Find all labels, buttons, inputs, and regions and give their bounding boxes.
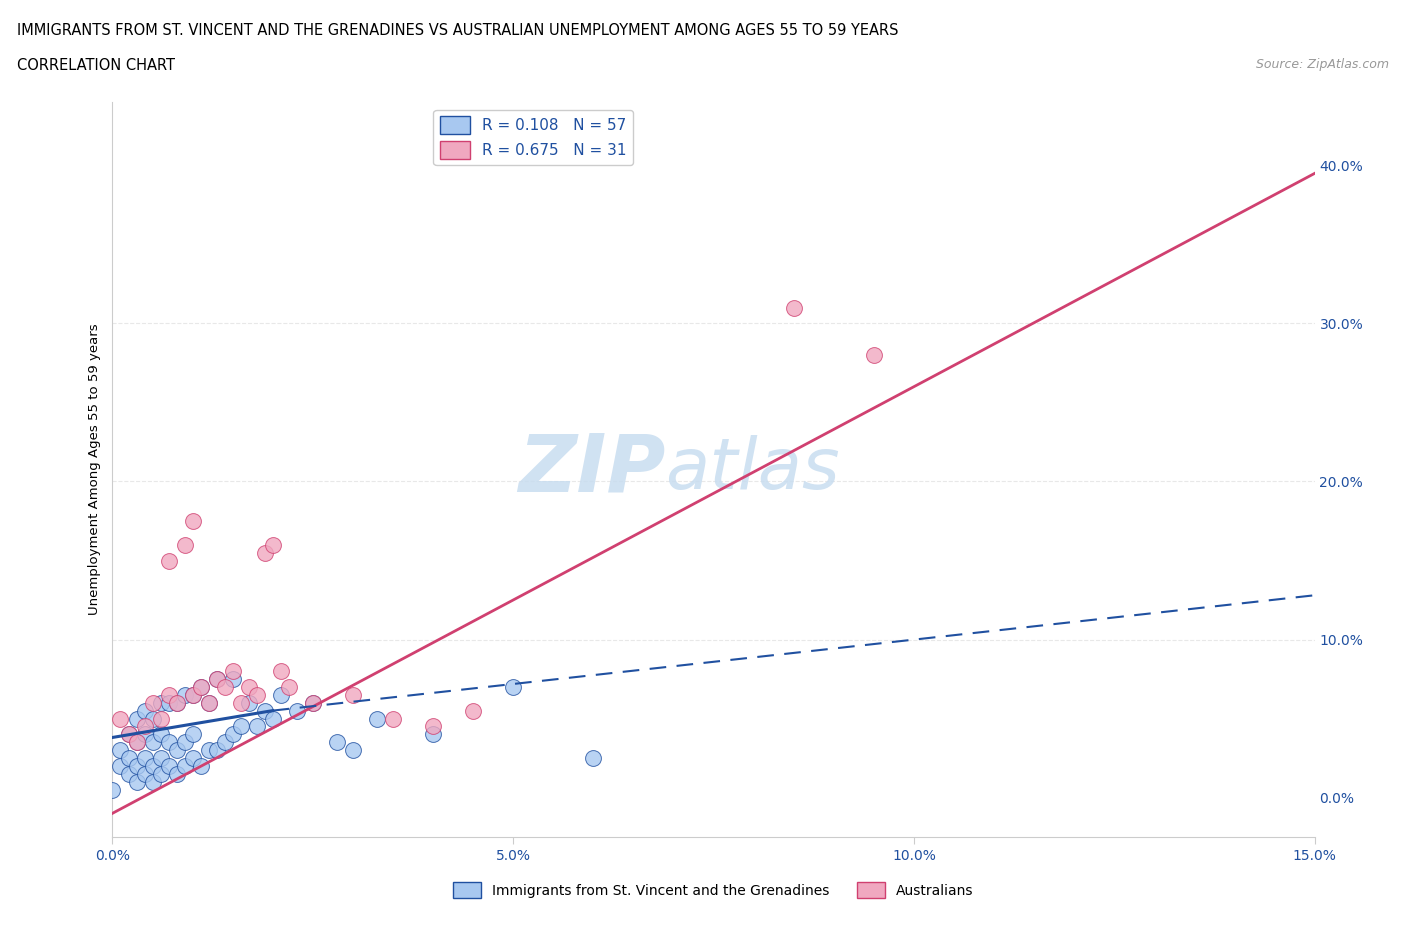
Point — [222, 664, 245, 679]
Point — [238, 680, 260, 695]
Point — [382, 711, 405, 726]
Point — [181, 727, 204, 742]
Point — [190, 680, 212, 695]
Point — [117, 727, 139, 742]
Point — [461, 703, 484, 718]
Point — [166, 743, 188, 758]
Point — [342, 743, 364, 758]
Point — [863, 348, 886, 363]
Point — [229, 719, 252, 734]
Point — [125, 711, 148, 726]
Point — [173, 759, 195, 774]
Point — [134, 703, 156, 718]
Point — [253, 703, 276, 718]
Point — [277, 680, 299, 695]
Point — [422, 727, 444, 742]
Point — [229, 696, 252, 711]
Point — [262, 538, 284, 552]
Y-axis label: Unemployment Among Ages 55 to 59 years: Unemployment Among Ages 55 to 59 years — [89, 324, 101, 616]
Point — [149, 711, 172, 726]
Point — [125, 735, 148, 750]
Point — [197, 743, 219, 758]
Point — [214, 735, 236, 750]
Point — [157, 759, 180, 774]
Point — [246, 719, 269, 734]
Point — [238, 696, 260, 711]
Point — [422, 719, 444, 734]
Point — [134, 751, 156, 765]
Legend: Immigrants from St. Vincent and the Grenadines, Australians: Immigrants from St. Vincent and the Gren… — [447, 876, 980, 904]
Point — [181, 687, 204, 702]
Point — [205, 671, 228, 686]
Point — [270, 664, 292, 679]
Point — [110, 743, 132, 758]
Text: atlas: atlas — [665, 435, 839, 504]
Point — [270, 687, 292, 702]
Point — [181, 513, 204, 528]
Point — [253, 545, 276, 560]
Point — [125, 759, 148, 774]
Point — [342, 687, 364, 702]
Point — [782, 300, 804, 315]
Point — [366, 711, 388, 726]
Point — [141, 759, 163, 774]
Point — [125, 775, 148, 790]
Point — [181, 751, 204, 765]
Point — [502, 680, 524, 695]
Point — [166, 696, 188, 711]
Point — [149, 696, 172, 711]
Text: ZIP: ZIP — [517, 431, 665, 509]
Point — [582, 751, 605, 765]
Point — [125, 735, 148, 750]
Point — [262, 711, 284, 726]
Point — [141, 775, 163, 790]
Point — [149, 727, 172, 742]
Point — [134, 719, 156, 734]
Point — [205, 743, 228, 758]
Point — [197, 696, 219, 711]
Point — [149, 766, 172, 781]
Text: IMMIGRANTS FROM ST. VINCENT AND THE GRENADINES VS AUSTRALIAN UNEMPLOYMENT AMONG : IMMIGRANTS FROM ST. VINCENT AND THE GREN… — [17, 23, 898, 38]
Point — [141, 735, 163, 750]
Point — [149, 751, 172, 765]
Point — [110, 711, 132, 726]
Point — [117, 727, 139, 742]
Point — [101, 782, 124, 797]
Point — [141, 696, 163, 711]
Point — [141, 711, 163, 726]
Text: CORRELATION CHART: CORRELATION CHART — [17, 58, 174, 73]
Point — [157, 553, 180, 568]
Point — [302, 696, 325, 711]
Point — [214, 680, 236, 695]
Point — [166, 766, 188, 781]
Point — [190, 680, 212, 695]
Point — [173, 538, 195, 552]
Point — [173, 687, 195, 702]
Point — [157, 696, 180, 711]
Point — [302, 696, 325, 711]
Point — [197, 696, 219, 711]
Point — [134, 766, 156, 781]
Point — [134, 727, 156, 742]
Point — [205, 671, 228, 686]
Point — [190, 759, 212, 774]
Point — [285, 703, 308, 718]
Point — [246, 687, 269, 702]
Point — [173, 735, 195, 750]
Point — [157, 687, 180, 702]
Point — [222, 671, 245, 686]
Point — [181, 687, 204, 702]
Point — [326, 735, 349, 750]
Point — [110, 759, 132, 774]
Point — [166, 696, 188, 711]
Point — [157, 735, 180, 750]
Point — [222, 727, 245, 742]
Point — [117, 766, 139, 781]
Text: Source: ZipAtlas.com: Source: ZipAtlas.com — [1256, 58, 1389, 71]
Point — [117, 751, 139, 765]
